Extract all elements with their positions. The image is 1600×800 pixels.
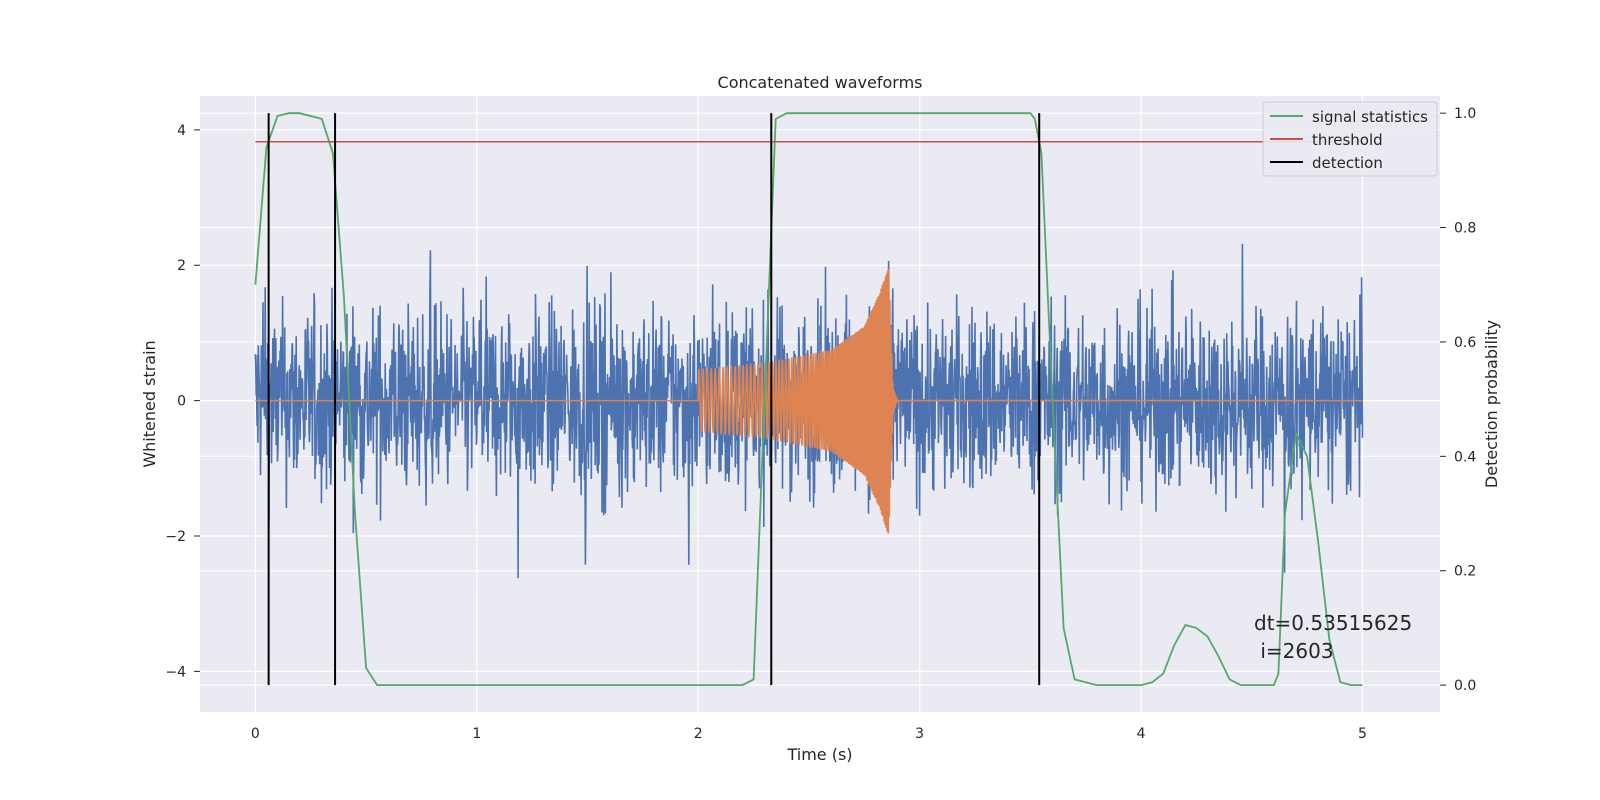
annotation-dt: dt=0.53515625 <box>1254 611 1412 635</box>
annotation-i: i=2603 <box>1254 639 1334 663</box>
y2-axis-label: Detection probability <box>1482 320 1501 488</box>
legend-frame <box>1262 101 1438 177</box>
y2-tick-label: 0.6 <box>1454 335 1476 351</box>
y-axis-label: Whitened strain <box>140 340 159 467</box>
y-tick-label: 2 <box>177 258 186 274</box>
template-line <box>255 268 1363 534</box>
x-axis-label: Time (s) <box>786 745 852 764</box>
y-tick-label: 4 <box>177 123 186 139</box>
chart-title: Concatenated waveforms <box>718 73 923 92</box>
y2-tick-label: 0.2 <box>1454 564 1476 580</box>
y2-tick-label: 0.4 <box>1454 449 1476 465</box>
y-tick-label: −2 <box>165 529 186 545</box>
ticks: 0 1 2 3 4 5 −4 −2 0 2 4 0.0 0.2 0.4 0.6 0.8 1.0 <box>165 106 1476 742</box>
y-tick-label: 0 <box>177 394 186 410</box>
legend-label-signal-statistics: signal statistics <box>1312 108 1428 126</box>
y-tick-label: −4 <box>165 664 186 680</box>
x-tick-label: 5 <box>1358 726 1367 742</box>
legend-label-detection: detection <box>1312 154 1383 172</box>
y2-tick-label: 0.8 <box>1454 221 1476 237</box>
overlay-layer <box>254 112 1363 686</box>
legend-label-threshold: threshold <box>1312 131 1383 149</box>
legend: signal statistics threshold detection <box>1262 101 1438 177</box>
x-tick-label: 4 <box>1137 726 1146 742</box>
signal-statistics-line <box>254 112 1363 686</box>
y2-tick-label: 1.0 <box>1454 106 1476 122</box>
x-tick-label: 0 <box>251 726 260 742</box>
x-tick-label: 1 <box>472 726 481 742</box>
x-tick-label: 3 <box>915 726 924 742</box>
x-tick-label: 2 <box>694 726 703 742</box>
template-layer <box>255 268 1363 534</box>
y2-tick-label: 0.0 <box>1454 678 1476 694</box>
